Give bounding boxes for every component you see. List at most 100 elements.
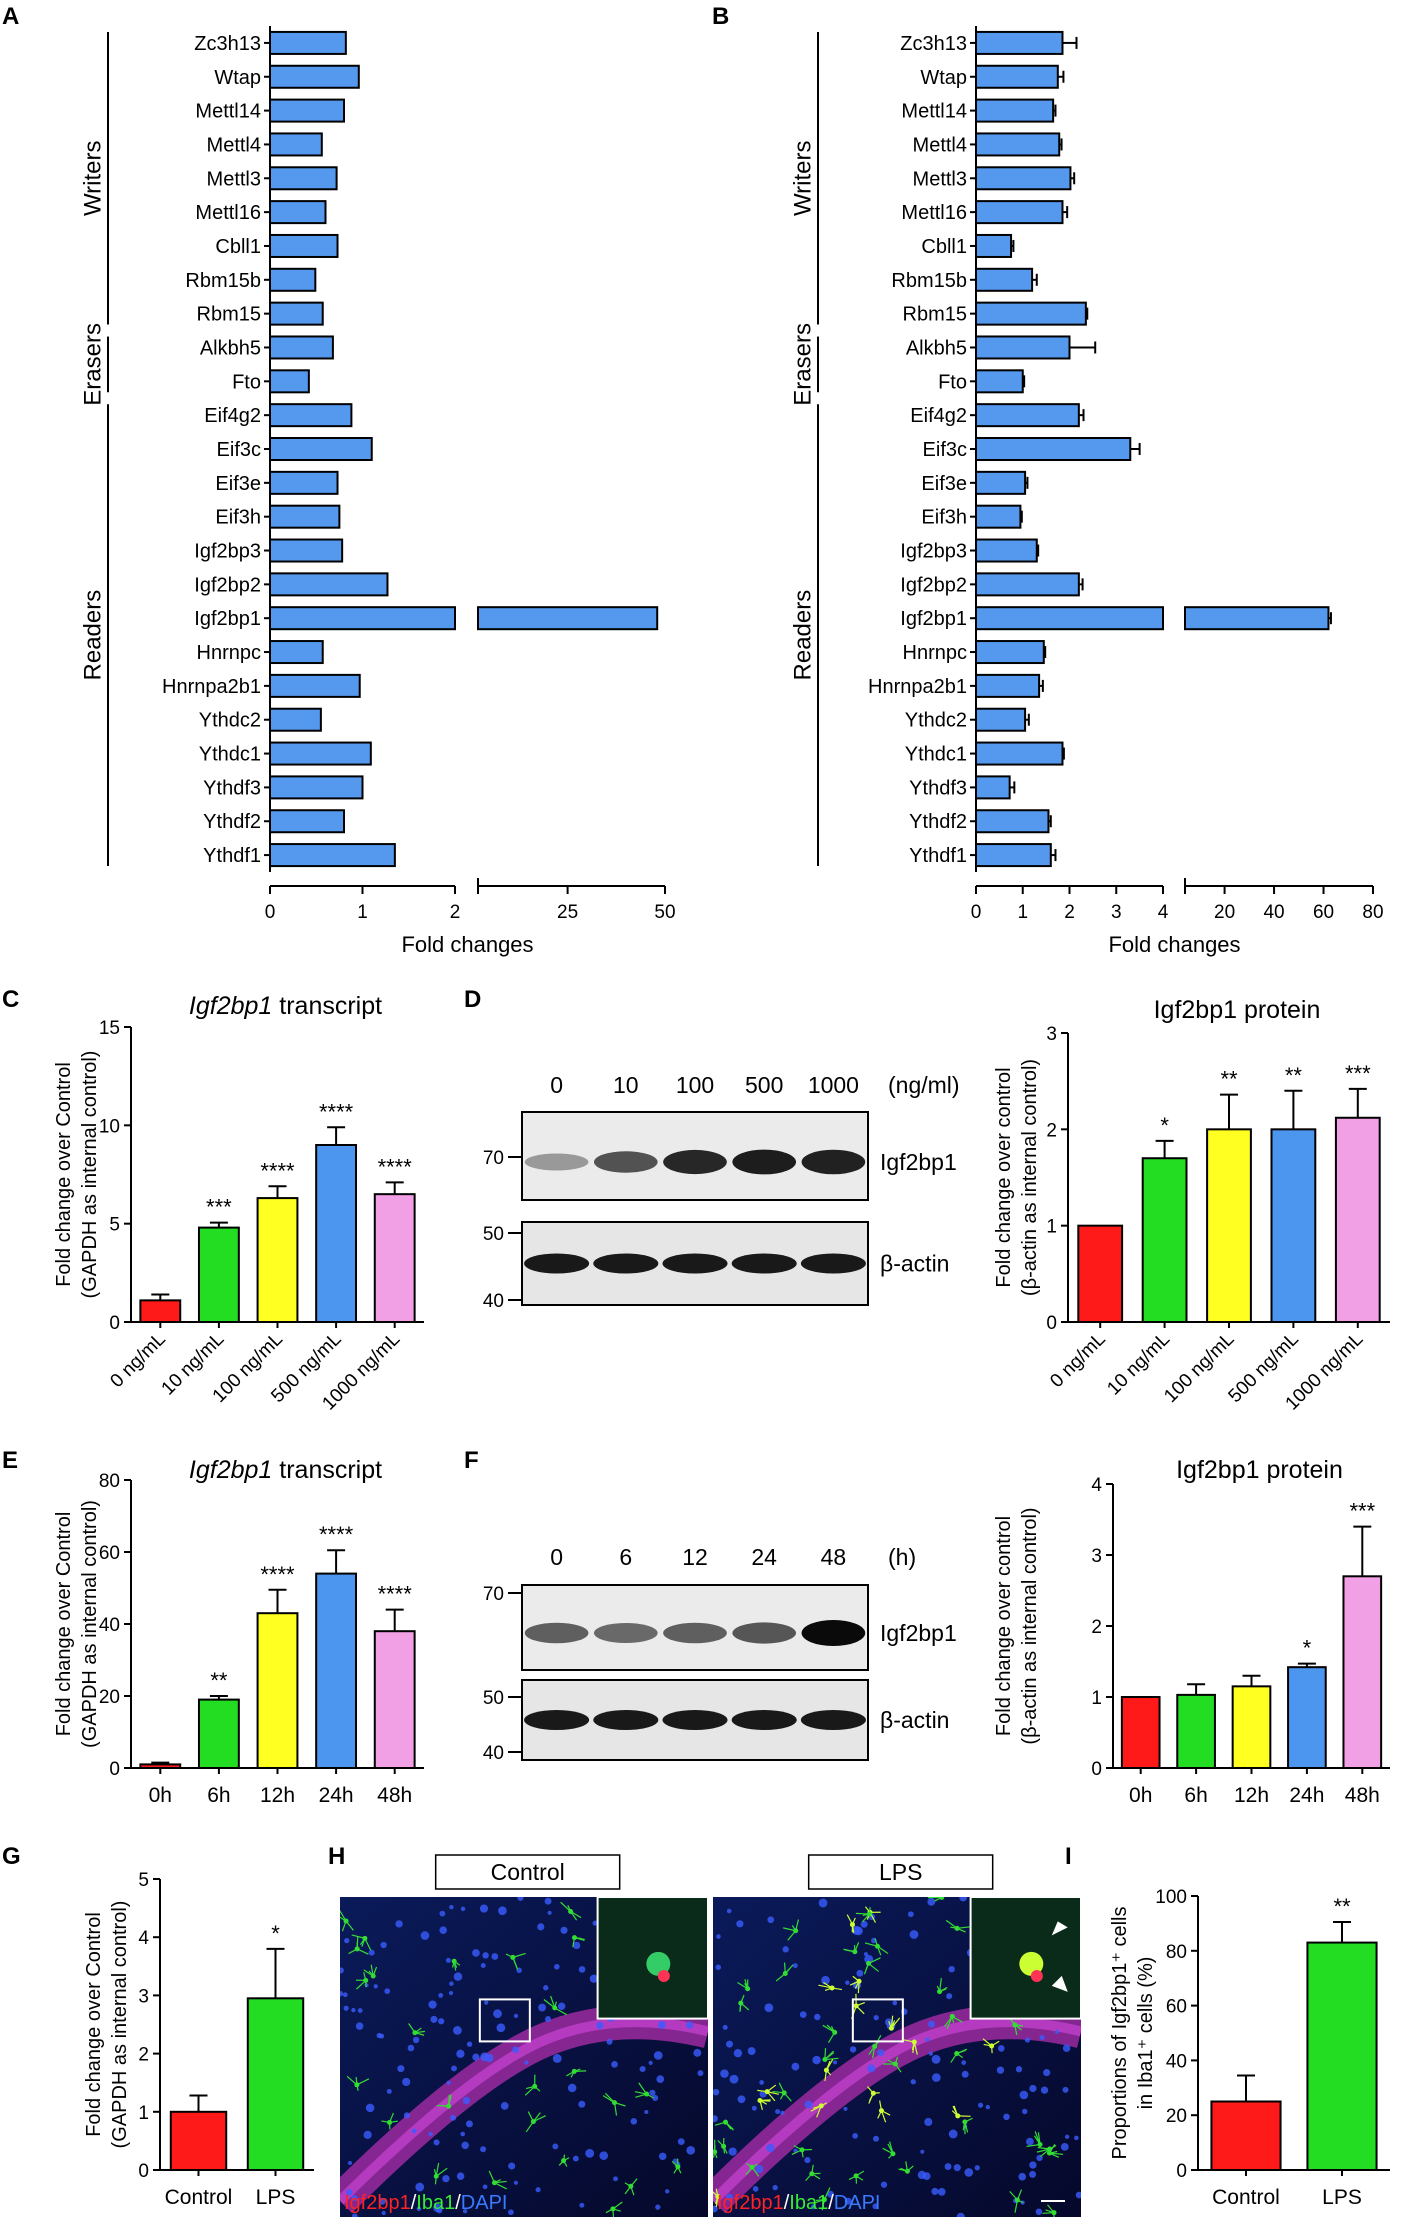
micrograph-dapi-dot bbox=[726, 1908, 732, 1914]
micrograph-dapi-dot bbox=[439, 1910, 446, 1917]
micrograph-dapi-dot bbox=[956, 2212, 965, 2217]
micrograph-dapi-dot bbox=[461, 2141, 469, 2150]
micrograph-iba1-process bbox=[717, 2140, 725, 2147]
significance-F: * bbox=[1303, 1636, 1312, 1661]
micrograph-dapi-dot bbox=[657, 2020, 666, 2030]
x-tick-label-F: 12h bbox=[1234, 1784, 1269, 1807]
micrograph-cell-band-core bbox=[713, 2017, 1081, 2205]
micrograph-dapi-dot bbox=[985, 2104, 991, 2110]
gene-label-B: Alkbh5 bbox=[906, 337, 967, 359]
micrograph-iba1-process bbox=[563, 2160, 568, 2167]
blot-lane-label: 12 bbox=[682, 1544, 708, 1570]
micrograph-iba1-process bbox=[783, 1962, 786, 1974]
micrograph-dapi-dot bbox=[927, 1897, 936, 1906]
bar-B bbox=[975, 640, 1045, 665]
micrograph-iba1-process bbox=[494, 2178, 502, 2184]
micrograph-dapi-dot bbox=[693, 2048, 702, 2057]
micrograph-iba1-process bbox=[452, 1961, 455, 1968]
micrograph-iba1-process bbox=[956, 1927, 966, 1933]
blot-band-bottom bbox=[662, 1253, 728, 1274]
micrograph-iba1-process bbox=[767, 2091, 780, 2095]
micrograph-dapi-dot bbox=[655, 2204, 661, 2210]
bar-A bbox=[269, 673, 361, 698]
micrograph-iba1-process bbox=[854, 1942, 860, 1952]
micrograph-iba1-process bbox=[340, 1909, 347, 1922]
micrograph-dapi-dot bbox=[491, 1953, 499, 1960]
gene-label-A: Mettl16 bbox=[195, 202, 261, 224]
blot-lane-label: 0 bbox=[550, 1072, 563, 1098]
micrograph-iba1-process bbox=[937, 1897, 942, 1899]
y-tick-label-G: 0 bbox=[138, 2161, 149, 2182]
blot-lane-label: 500 bbox=[745, 1072, 783, 1098]
bar-D bbox=[1077, 1224, 1124, 1323]
panel-letter-C: C bbox=[2, 986, 19, 1013]
y-axis-label-G: (GAPDH as internal control) bbox=[109, 1901, 131, 2149]
micrograph-iba1-process bbox=[638, 2082, 648, 2095]
y-tick-label-I: 80 bbox=[1166, 1942, 1187, 1963]
blot-band-label-top: Igf2bp1 bbox=[880, 1149, 957, 1175]
micrograph-iba1-process bbox=[1026, 2143, 1041, 2148]
micrograph-iba1-process bbox=[381, 2120, 390, 2124]
micrograph-iba1-process bbox=[612, 2208, 615, 2217]
micrograph-dapi-dot bbox=[782, 1946, 789, 1953]
micrograph-dapi-dot bbox=[804, 2157, 811, 2164]
micrograph-iba1-process bbox=[723, 2146, 728, 2154]
micrograph-iba1-process bbox=[775, 1973, 786, 1982]
micrograph-dapi-dot bbox=[397, 2065, 405, 2073]
micrograph-dapi-dot bbox=[433, 2139, 440, 2146]
micrograph-iba1-process bbox=[448, 2094, 452, 2107]
micrograph-dapi-dot bbox=[446, 2080, 451, 2085]
micrograph-dapi-dot bbox=[466, 2041, 473, 2047]
micrograph-iba1-process bbox=[907, 2165, 914, 2172]
micrograph-dapi-dot bbox=[928, 2020, 936, 2028]
micrograph-iba1-process bbox=[772, 2090, 785, 2094]
micrograph-iba1-process bbox=[855, 2175, 864, 2181]
micrograph-iba1-process bbox=[818, 1984, 833, 1989]
micrograph-dapi-dot bbox=[351, 2194, 358, 2201]
micrograph-iba1-process bbox=[766, 2091, 776, 2102]
micrograph-iba1-process bbox=[372, 1966, 378, 1977]
blot-band-top bbox=[663, 1149, 727, 1175]
group-label-B: Readers bbox=[789, 590, 816, 681]
bar-B bbox=[975, 843, 1052, 868]
blot-band-bottom bbox=[593, 1710, 659, 1730]
gene-label-A: Rbm15 bbox=[197, 304, 261, 326]
group-label-B: Writers bbox=[789, 140, 816, 216]
bar-B bbox=[975, 233, 1013, 258]
micrograph-iba1-process bbox=[341, 1920, 347, 1932]
micrograph-dapi-dot bbox=[508, 2209, 514, 2216]
micrograph-iba1-process bbox=[745, 2162, 753, 2168]
y-axis-label-G: Fold change over Control bbox=[83, 1912, 105, 2137]
x-tick-label-E: 12h bbox=[260, 1784, 295, 1807]
micrograph-iba1-process bbox=[740, 1994, 745, 2004]
micrograph-cell-band-core bbox=[340, 2017, 708, 2205]
gene-label-B: Eif3c bbox=[923, 439, 967, 461]
micrograph-dapi-dot bbox=[449, 1904, 454, 1910]
blot-band-bottom bbox=[524, 1253, 590, 1274]
bar-A bbox=[269, 403, 353, 428]
micrograph-dapi-dot bbox=[453, 2026, 462, 2035]
bar-B bbox=[975, 673, 1041, 698]
micrograph-dapi-dot bbox=[953, 2164, 961, 2172]
micrograph-iba1-process bbox=[435, 2167, 448, 2177]
micrograph-dapi-dot bbox=[365, 2103, 375, 2113]
micrograph-iba1-process bbox=[356, 1936, 359, 1949]
bar-A bbox=[269, 809, 345, 834]
y-tick-label-G: 1 bbox=[138, 2103, 149, 2124]
micrograph-iba1-process bbox=[900, 2167, 908, 2172]
y-axis-label-E: Fold change over Control bbox=[53, 1512, 75, 1737]
gene-label-B: Fto bbox=[938, 371, 967, 393]
micrograph-dapi-dot bbox=[500, 2102, 509, 2110]
micrograph-iba1-process bbox=[791, 2149, 803, 2156]
y-axis-label-F: (β-actin as internal control) bbox=[1019, 1507, 1041, 1744]
bar-D bbox=[1334, 1116, 1381, 1323]
bar-B bbox=[975, 267, 1034, 292]
micrograph-iba1-process bbox=[868, 1957, 881, 1964]
micrograph-dapi-dot bbox=[512, 2046, 520, 2054]
bar-A bbox=[269, 707, 322, 732]
micrograph-iba1-process bbox=[936, 1985, 941, 1992]
micrograph-iba1-process bbox=[677, 2166, 682, 2174]
micrograph-iba1-process bbox=[1009, 2190, 1018, 2201]
x-tick-label-E: 24h bbox=[319, 1784, 354, 1807]
micrograph-iba1-process bbox=[560, 1901, 572, 1912]
